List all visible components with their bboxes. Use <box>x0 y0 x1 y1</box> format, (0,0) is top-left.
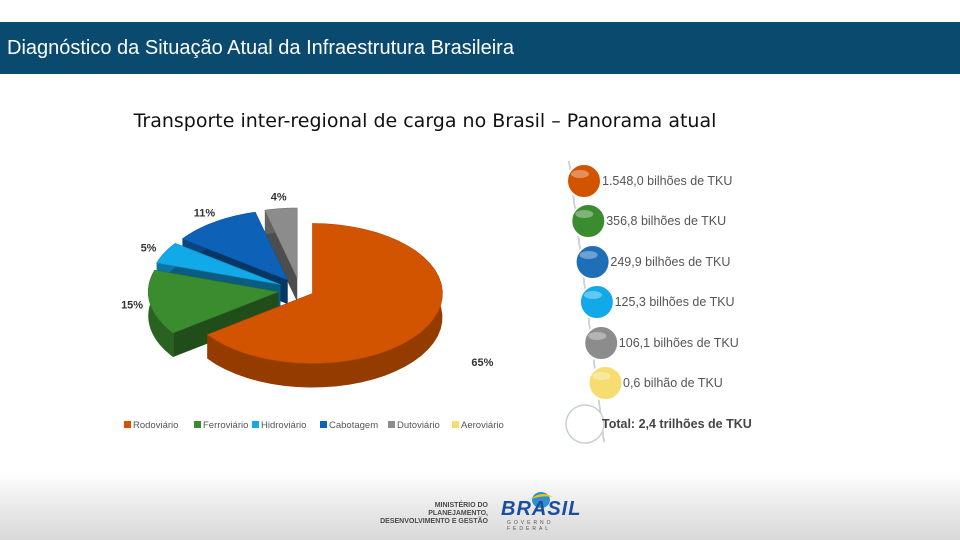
pie-slice-0 <box>206 223 443 364</box>
pie-slice-wall-0 <box>207 223 443 388</box>
slide-header: Diagnóstico da Situação Atual da Infraes… <box>0 22 960 74</box>
pie-data-label-2: 5% <box>141 242 157 254</box>
legend-entry-2: Hidroviário <box>261 420 306 431</box>
brasil-logo-emblem <box>531 492 553 508</box>
legend-entry-5: Aeroviário <box>461 420 504 431</box>
total-label: Total: 2,4 trilhões de TKU <box>602 417 752 431</box>
legend-swatch-2 <box>252 421 259 428</box>
volume-bubble-shine-4 <box>588 332 607 340</box>
slide-subtitle: Transporte inter-regional de carga no Br… <box>133 110 717 132</box>
volume-bubble-2 <box>574 244 611 280</box>
volume-bubble-shine-2 <box>579 251 598 259</box>
legend-entry-3: Cabotagem <box>329 420 378 431</box>
volume-label-1: 356,8 bilhões de TKU <box>606 214 726 228</box>
logo-tag: GOVERNO FEDERAL <box>507 520 554 532</box>
pie-data-label-1: 15% <box>121 300 143 312</box>
volume-bubble-shine-0 <box>571 170 589 178</box>
header-title: Diagnóstico da Situação Atual da Infraes… <box>7 37 514 59</box>
volume-label-0: 1.548,0 bilhões de TKU <box>602 174 732 188</box>
pie-data-label-3: 11% <box>194 207 216 219</box>
pie-slice-3 <box>181 211 289 281</box>
total-bubble <box>565 404 605 444</box>
pie-slice-4 <box>264 207 298 279</box>
pie-slice-1 <box>147 269 280 334</box>
volume-bubble-0 <box>566 163 602 199</box>
volume-bubble-shine-3 <box>583 291 602 299</box>
legend-swatch-5 <box>452 421 459 428</box>
volume-label-5: 0,6 bilhão de TKU <box>623 376 723 390</box>
legend-swatch-0 <box>124 421 131 428</box>
logo-swoosh-icon <box>531 493 553 499</box>
ministry-text: MINISTÉRIO DO PLANEJAMENTO, DESENVOLVIME… <box>380 502 488 525</box>
legend-swatch-4 <box>388 421 395 428</box>
volume-bubble-3 <box>578 284 615 320</box>
volume-label-2: 249,9 bilhões de TKU <box>610 255 730 269</box>
legend-swatch-1 <box>194 421 201 428</box>
top-band <box>0 0 960 22</box>
volume-bubble-shine-1 <box>575 210 594 218</box>
brasil-logo: BRASIL GOVERNO FEDERAL <box>495 486 590 532</box>
legend-entry-1: Ferroviário <box>203 420 248 431</box>
pie-data-label-4: 4% <box>271 192 287 204</box>
legend-swatch-3 <box>320 421 327 428</box>
volume-label-3: 125,3 bilhões de TKU <box>615 295 735 309</box>
pie-data-label-0: 65% <box>471 357 493 369</box>
legend-entry-4: Dutoviário <box>397 420 440 431</box>
pie-slice-2 <box>156 243 281 285</box>
legend-entry-0: Rodoviário <box>133 420 178 431</box>
volume-bubble-5 <box>587 365 624 401</box>
logo-word: BRASIL <box>501 498 582 520</box>
volume-label-4: 106,1 bilhões de TKU <box>619 336 739 350</box>
volume-bubble-1 <box>570 203 607 239</box>
volume-bubble-4 <box>583 325 620 361</box>
footer-band <box>0 472 960 540</box>
volume-bubble-shine-5 <box>592 372 611 380</box>
